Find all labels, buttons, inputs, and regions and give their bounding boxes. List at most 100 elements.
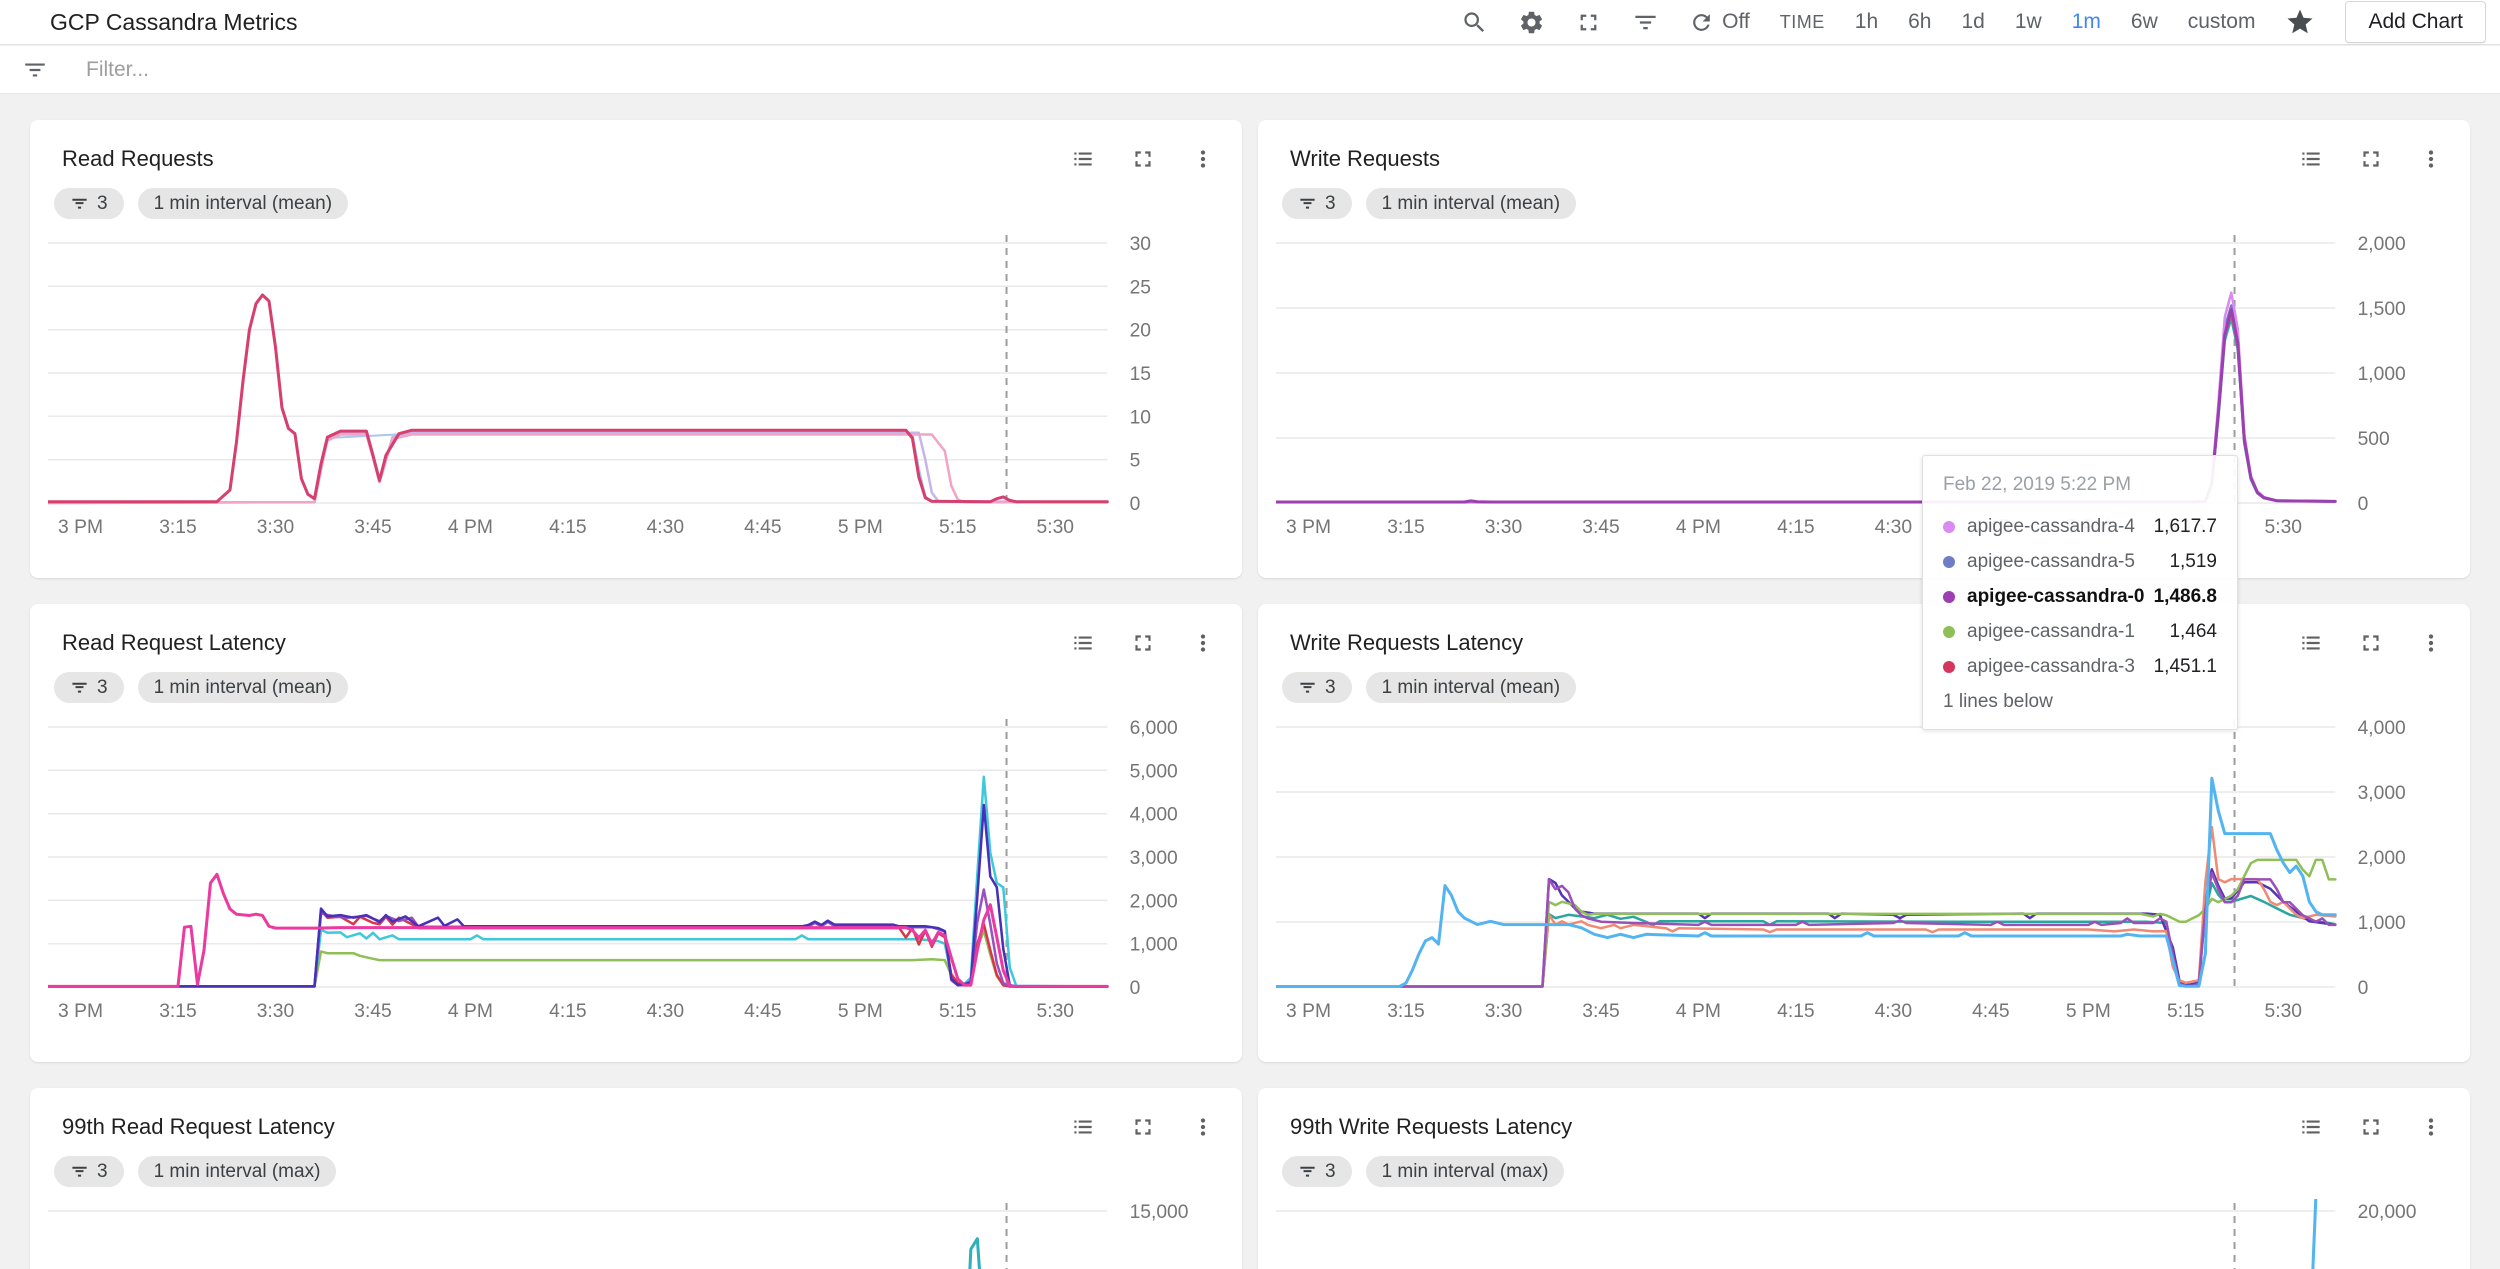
y-tick-label: 500: [2358, 429, 2390, 450]
expand-icon[interactable]: [2358, 146, 2384, 172]
filter-count: 3: [1325, 1160, 1336, 1182]
interval-pill[interactable]: 1 min interval (mean): [137, 672, 349, 703]
range-1w[interactable]: 1w: [2014, 10, 2042, 33]
legend-list-icon[interactable]: [1070, 630, 1096, 656]
x-tick-label: 5:30: [1037, 517, 1074, 538]
interval-label: 1 min interval (max): [153, 1160, 321, 1182]
star-icon[interactable]: [2285, 7, 2315, 37]
card-header: 99th Read Request Latency: [30, 1088, 1242, 1140]
card-header: Write Requests Latency: [1258, 604, 2470, 656]
x-tick-label: 4:30: [1875, 1001, 1912, 1022]
x-tick-label: 4 PM: [448, 517, 493, 538]
settings-gear-icon[interactable]: [1518, 9, 1545, 36]
tooltip-series-value: 1,451.1: [2153, 656, 2217, 677]
more-options-icon[interactable]: [2418, 146, 2444, 172]
y-tick-label: 4,000: [2358, 718, 2406, 739]
interval-pill[interactable]: 1 min interval (mean): [137, 188, 349, 219]
page-title: GCP Cassandra Metrics: [50, 8, 298, 35]
x-tick-label: 3 PM: [1286, 1001, 1331, 1022]
range-1m[interactable]: 1m: [2071, 10, 2101, 33]
expand-icon[interactable]: [2358, 1114, 2384, 1140]
series-line-apigee-cassandra-4: [48, 872, 1109, 988]
chart-plot[interactable]: 0 500 1,000 1,500 2,000 3 PM 3:15 3:30 3:45 4 PM 4…: [1276, 231, 2462, 541]
fullscreen-icon[interactable]: [1575, 9, 1602, 36]
top-actions: Off TIME 1h 6h 1d 1w 1m 6w custom Add Ch…: [1461, 1, 2486, 43]
filter-input[interactable]: [86, 57, 786, 82]
more-options-icon[interactable]: [1190, 1114, 1216, 1140]
series-line-apigee-cassandra-0: [1276, 871, 2337, 988]
series-color-dot: [1943, 661, 1955, 673]
x-tick-label: 3:45: [354, 1001, 391, 1022]
y-tick-label: 5: [1130, 451, 1141, 472]
legend-list-icon[interactable]: [1070, 146, 1096, 172]
x-tick-label: 5:30: [1037, 1001, 1074, 1022]
y-tick-label: 3,000: [2358, 783, 2406, 804]
chart-plot[interactable]: 0 5 10 15 20 25 30 3 PM 3:15 3:30 3:45 4 PM 4:15 4:30…: [48, 231, 1234, 541]
filter-count-pill[interactable]: 3: [1282, 672, 1352, 703]
tooltip-series-value: 1,486.8: [2153, 586, 2217, 607]
card-icons: [1070, 630, 1216, 656]
legend-list-icon[interactable]: [2298, 630, 2324, 656]
chart-tooltip: Feb 22, 2019 5:22 PM apigee-cassandra-4 …: [1922, 455, 2238, 730]
range-6h[interactable]: 6h: [1908, 10, 1932, 33]
add-chart-button[interactable]: Add Chart: [2345, 1, 2486, 43]
card-header: 99th Write Requests Latency: [1258, 1088, 2470, 1140]
chart-card-99th-write-requests-latency: 99th Write Requests Latency 3 1 min inte…: [1258, 1088, 2470, 1269]
more-options-icon[interactable]: [1190, 630, 1216, 656]
chart-plot[interactable]: 0 1,000 2,000 3,000 4,000 5,000 6,000 3 PM 3:15 3…: [48, 715, 1234, 1025]
x-tick-label: 5:15: [2167, 1001, 2204, 1022]
interval-pill[interactable]: 1 min interval (max): [1365, 1156, 1565, 1187]
chart-plot[interactable]: 0 1,000 2,000 3,000 4,000 3 PM 3:15 3:30 3:45 4 P…: [1276, 715, 2462, 1025]
expand-icon[interactable]: [1130, 630, 1156, 656]
card-icons: [1070, 146, 1216, 172]
mini-filter-icon: [1300, 1166, 1315, 1177]
search-icon[interactable]: [1461, 9, 1488, 36]
x-tick-label: 4:45: [744, 517, 781, 538]
legend-list-icon[interactable]: [2298, 146, 2324, 172]
range-1h[interactable]: 1h: [1854, 10, 1879, 33]
x-tick-label: 3:15: [159, 1001, 196, 1022]
pill-row: 3 1 min interval (mean): [1282, 672, 2470, 703]
more-options-icon[interactable]: [2418, 630, 2444, 656]
range-1d[interactable]: 1d: [1961, 10, 1985, 33]
filter-count-pill[interactable]: 3: [1282, 188, 1352, 219]
legend-list-icon[interactable]: [1070, 1114, 1096, 1140]
x-tick-label: 3 PM: [1286, 517, 1331, 538]
more-options-icon[interactable]: [2418, 1114, 2444, 1140]
x-tick-label: 4 PM: [1676, 517, 1721, 538]
y-tick-label: 1,500: [2358, 299, 2406, 320]
range-6w[interactable]: 6w: [2130, 10, 2158, 33]
tooltip-series-name: apigee-cassandra-5: [1967, 551, 2135, 572]
y-tick-label: 2,000: [2358, 234, 2406, 255]
expand-icon[interactable]: [2358, 630, 2384, 656]
x-tick-label: 4:15: [549, 517, 586, 538]
x-tick-label: 3:45: [1582, 517, 1619, 538]
card-icons: [2298, 630, 2444, 656]
chart-card-read-request-latency: Read Request Latency 3 1 min interval (m…: [30, 604, 1242, 1062]
interval-pill[interactable]: 1 min interval (mean): [1365, 188, 1577, 219]
range-custom[interactable]: custom: [2187, 10, 2256, 33]
filter-count-pill[interactable]: 3: [54, 188, 124, 219]
interval-pill[interactable]: 1 min interval (max): [137, 1156, 337, 1187]
interval-pill[interactable]: 1 min interval (mean): [1365, 672, 1577, 703]
x-tick-label: 4:30: [1875, 517, 1912, 538]
expand-icon[interactable]: [1130, 146, 1156, 172]
tooltip-series-name: apigee-cassandra-1: [1967, 621, 2135, 642]
legend-list-icon[interactable]: [2298, 1114, 2324, 1140]
more-options-icon[interactable]: [1190, 146, 1216, 172]
filter-count-pill[interactable]: 3: [1282, 1156, 1352, 1187]
refresh-state-label: Off: [1722, 10, 1750, 33]
auto-refresh-control[interactable]: Off: [1689, 10, 1750, 35]
expand-icon[interactable]: [1130, 1114, 1156, 1140]
filter-count-pill[interactable]: 3: [54, 1156, 124, 1187]
filter-list-icon[interactable]: [1632, 9, 1659, 36]
tooltip-row: apigee-cassandra-4 1,617.7: [1943, 516, 2217, 538]
y-tick-label: 1,000: [2358, 913, 2406, 934]
series-color-dot: [1943, 591, 1955, 603]
filter-icon[interactable]: [22, 57, 48, 83]
x-tick-label: 3:15: [1387, 517, 1424, 538]
filter-count-pill[interactable]: 3: [54, 672, 124, 703]
filter-count: 3: [97, 676, 108, 698]
